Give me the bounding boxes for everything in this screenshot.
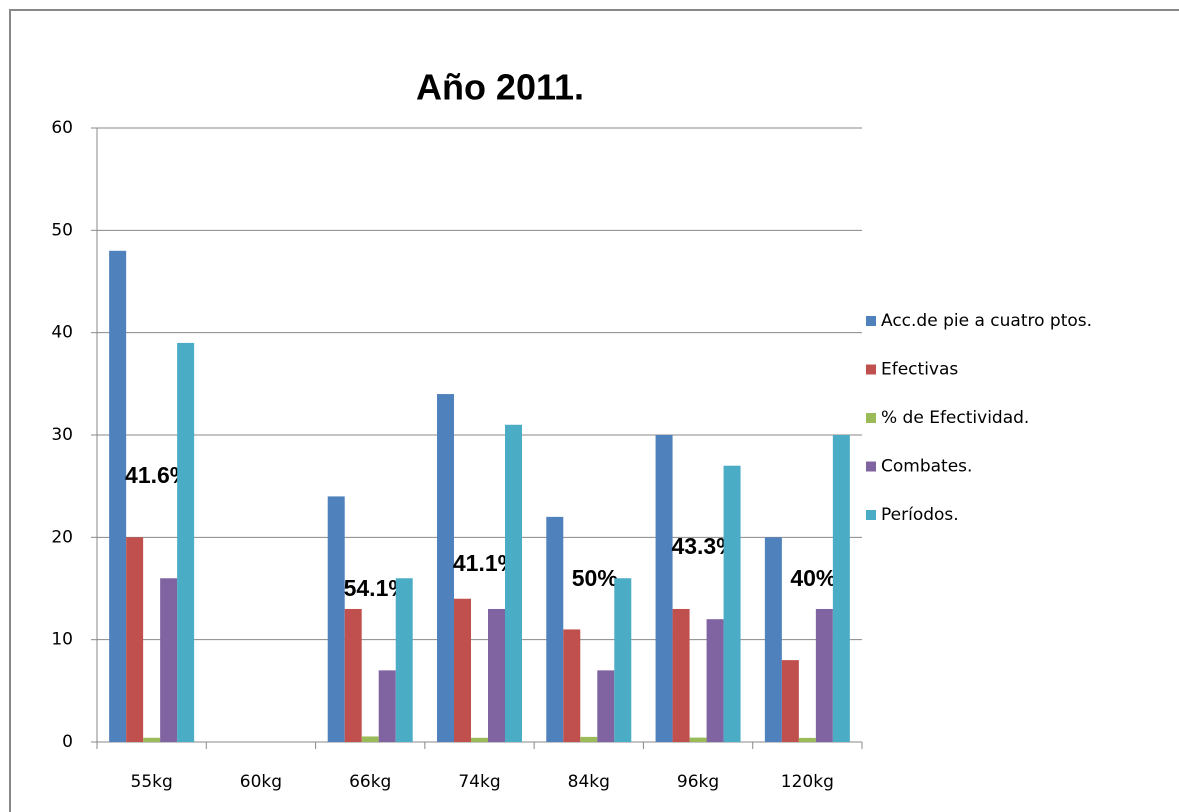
legend-label: Combates. <box>881 457 972 477</box>
bar <box>563 629 581 742</box>
bar <box>723 465 741 742</box>
bar <box>614 578 632 742</box>
bar <box>143 737 161 742</box>
legend-label: Efectivas <box>881 360 958 380</box>
bar <box>437 394 454 742</box>
bar <box>395 578 413 742</box>
bar <box>109 250 127 743</box>
x-tick-label: 60kg <box>240 772 282 792</box>
legend-label: Períodos. <box>881 505 959 525</box>
bar <box>505 424 522 742</box>
y-tick-label: 0 <box>62 732 73 752</box>
legend-swatch <box>866 461 876 472</box>
y-tick-label: 30 <box>51 425 73 445</box>
bar <box>378 670 396 742</box>
bar <box>177 342 195 742</box>
x-tick-label: 66kg <box>349 772 391 792</box>
bar <box>488 608 505 742</box>
bar <box>781 660 799 742</box>
bar <box>706 619 724 742</box>
bar <box>798 737 816 742</box>
x-tick-label: 74kg <box>458 772 500 792</box>
bar <box>361 736 379 742</box>
legend-swatch <box>866 316 876 326</box>
legend-swatch <box>866 364 876 375</box>
x-tick-label: 55kg <box>131 772 173 792</box>
data-label: 50% <box>572 565 618 591</box>
bar <box>126 537 144 742</box>
bar <box>454 598 471 742</box>
bar <box>832 435 850 742</box>
bar <box>655 435 673 742</box>
bar <box>597 670 615 742</box>
y-tick-label: 50 <box>51 220 73 240</box>
bar <box>327 496 345 742</box>
bar <box>689 737 707 742</box>
x-tick-label: 120kg <box>781 772 834 792</box>
y-tick-label: 60 <box>51 118 73 138</box>
bar <box>764 537 782 742</box>
legend-label: Acc.de pie a cuatro ptos. <box>881 311 1092 331</box>
y-tick-label: 20 <box>51 527 73 547</box>
chart-title: Año 2011. <box>416 67 584 108</box>
legend-swatch <box>866 510 876 520</box>
x-tick-label: 96kg <box>677 772 719 792</box>
bar <box>580 736 598 742</box>
y-tick-label: 10 <box>51 630 73 650</box>
legend-swatch <box>866 413 876 423</box>
bar <box>672 608 690 742</box>
legend-label: % de Efectividad. <box>881 408 1029 428</box>
bar <box>160 578 178 742</box>
y-tick-label: 40 <box>51 323 73 343</box>
x-tick-label: 84kg <box>568 772 610 792</box>
bar <box>815 608 833 742</box>
chart-frame <box>9 9 1179 812</box>
bar <box>344 608 362 742</box>
bar <box>471 737 488 742</box>
data-label: 40% <box>790 565 836 591</box>
bar <box>546 516 564 742</box>
